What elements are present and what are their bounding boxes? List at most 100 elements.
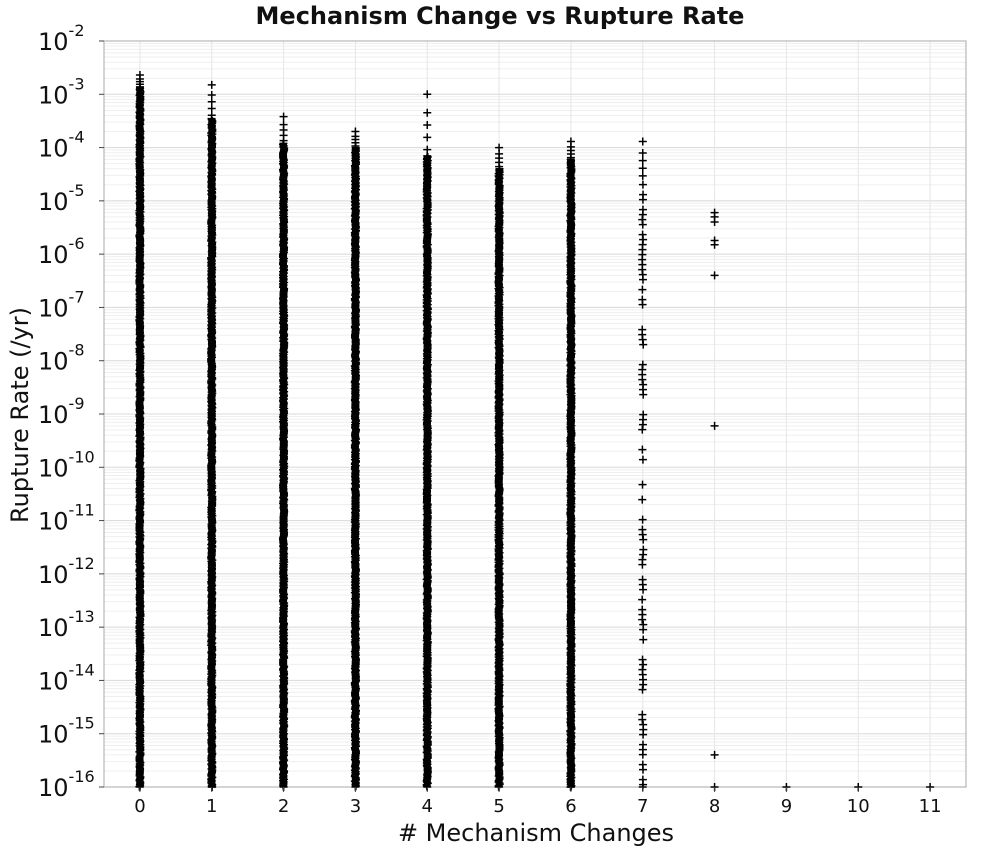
y-tick-label: 10-9	[38, 394, 85, 429]
x-tick-label: 9	[781, 796, 792, 817]
data-point	[207, 104, 216, 113]
data-point	[638, 156, 647, 165]
data-point	[638, 164, 647, 173]
y-tick-label: 10-10	[38, 447, 95, 482]
data-point	[135, 82, 144, 91]
x-tick-label: 8	[709, 796, 720, 817]
data-point	[423, 108, 432, 117]
data-point	[423, 133, 432, 142]
y-tick-base: 10	[38, 348, 69, 376]
y-tick-label: 10-15	[38, 714, 95, 749]
x-tick-label: 7	[637, 796, 648, 817]
data-point	[638, 685, 647, 694]
y-tick-base: 10	[38, 561, 69, 589]
data-point	[638, 595, 647, 604]
x-tick-label: 1	[206, 796, 217, 817]
data-point	[566, 153, 575, 162]
data-point	[638, 137, 647, 146]
data-point	[639, 390, 648, 399]
y-tick-exponent: -16	[69, 767, 95, 786]
x-tick-label: 0	[134, 796, 145, 817]
y-tick-exponent: -12	[69, 554, 95, 573]
y-tick-label: 10-7	[38, 287, 85, 322]
y-tick-base: 10	[38, 294, 69, 322]
data-point	[638, 750, 647, 759]
y-tick-label: 10-4	[38, 128, 85, 163]
y-tick-label: 10-16	[38, 767, 95, 802]
data-point	[638, 560, 647, 569]
data-point	[710, 218, 719, 227]
data-point	[638, 195, 647, 204]
y-tick-label: 10-13	[38, 607, 95, 642]
data-point	[638, 171, 647, 180]
data-point	[279, 136, 288, 145]
y-tick-exponent: -3	[69, 74, 85, 93]
data-point	[423, 90, 432, 99]
y-tick-label: 10-6	[38, 234, 85, 269]
data-point	[639, 340, 648, 349]
data-point	[638, 615, 647, 624]
y-tick-label: 10-5	[38, 181, 85, 216]
data-point	[638, 375, 647, 384]
data-point	[639, 585, 648, 594]
data-point	[638, 275, 647, 284]
y-tick-base: 10	[38, 401, 69, 429]
data-point	[207, 91, 216, 100]
data-point	[639, 635, 648, 644]
y-tick-label: 10-14	[38, 660, 95, 695]
data-points	[135, 71, 935, 791]
y-tick-label: 10-11	[38, 501, 95, 536]
x-axis-label: # Mechanism Changes	[398, 819, 674, 847]
y-tick-exponent: -15	[69, 714, 95, 733]
data-point	[207, 97, 216, 106]
data-point	[423, 121, 432, 130]
data-point	[639, 625, 648, 634]
x-tick-label: 10	[847, 796, 870, 817]
data-point	[638, 148, 647, 157]
x-tick-label: 5	[493, 796, 504, 817]
y-tick-base: 10	[38, 721, 69, 749]
y-tick-base: 10	[38, 28, 69, 56]
data-point	[638, 425, 647, 434]
y-tick-base: 10	[38, 614, 69, 642]
chart-title: Mechanism Change vs Rupture Rate	[256, 2, 745, 30]
x-tick-label: 4	[422, 796, 433, 817]
y-tick-base: 10	[38, 454, 69, 482]
y-tick-label: 10-2	[38, 21, 85, 56]
y-tick-base: 10	[38, 774, 69, 802]
data-point	[207, 111, 216, 120]
data-point	[351, 141, 360, 150]
data-point	[495, 162, 504, 171]
y-tick-exponent: -13	[69, 607, 95, 626]
y-tick-base: 10	[38, 667, 69, 695]
data-point	[638, 515, 647, 524]
data-point	[638, 220, 647, 229]
data-point	[710, 421, 719, 430]
data-point	[638, 495, 647, 504]
y-tick-label: 10-3	[38, 74, 85, 109]
y-tick-base: 10	[38, 81, 69, 109]
data-point	[710, 240, 719, 249]
x-tick-label: 2	[278, 796, 289, 817]
y-tick-exponent: -5	[69, 181, 85, 200]
x-tick-label: 6	[565, 796, 576, 817]
data-point	[207, 80, 216, 89]
y-axis: 10-210-310-410-510-610-710-810-910-1010-…	[38, 21, 104, 802]
data-point	[423, 145, 432, 154]
y-tick-exponent: -14	[69, 660, 95, 679]
data-point	[638, 300, 647, 309]
y-axis-label: Rupture Rate (/yr)	[6, 307, 34, 523]
y-tick-exponent: -2	[69, 21, 85, 40]
data-point	[279, 112, 288, 121]
data-point	[638, 480, 647, 489]
y-tick-exponent: -6	[69, 234, 85, 253]
data-point	[638, 180, 647, 189]
y-tick-exponent: -10	[69, 447, 95, 466]
data-point	[638, 285, 647, 294]
x-tick-label: 3	[350, 796, 361, 817]
y-tick-exponent: -4	[69, 128, 85, 147]
y-tick-base: 10	[38, 188, 69, 216]
y-tick-label: 10-8	[38, 341, 85, 376]
x-tick-label: 11	[919, 796, 942, 817]
